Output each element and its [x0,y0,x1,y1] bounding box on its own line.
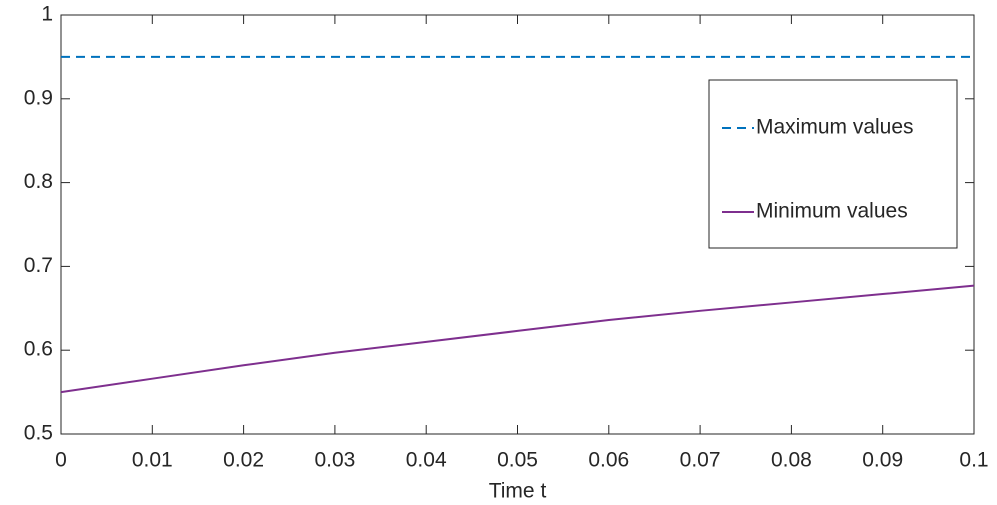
series-line [60,284,975,394]
x-tick-label: 0.06 [588,449,629,472]
y-tick-label: 1 [41,3,53,26]
x-tick-label: 0.1 [959,449,988,472]
y-tick-label: 0.9 [24,86,53,109]
x-tick-label: 0 [55,449,67,472]
x-tick-label: 0.03 [314,449,355,472]
y-tick-label: 0.6 [24,338,53,361]
x-tick-label: 0.08 [771,449,812,472]
legend-label: Maximum values [756,116,914,139]
x-tick-label: 0.09 [862,449,903,472]
y-tick-label: 0.8 [24,170,53,193]
x-tick-label: 0.04 [406,449,447,472]
x-tick-label: 0.02 [223,449,264,472]
legend-box [708,79,958,249]
legend-label: Minimum values [756,200,908,223]
x-tick-label: 0.01 [132,449,173,472]
y-tick-label: 0.7 [24,254,53,277]
x-tick-label: 0.07 [680,449,721,472]
x-axis-label: Time t [489,480,547,503]
x-tick-label: 0.05 [497,449,538,472]
y-tick-label: 0.5 [24,422,53,445]
